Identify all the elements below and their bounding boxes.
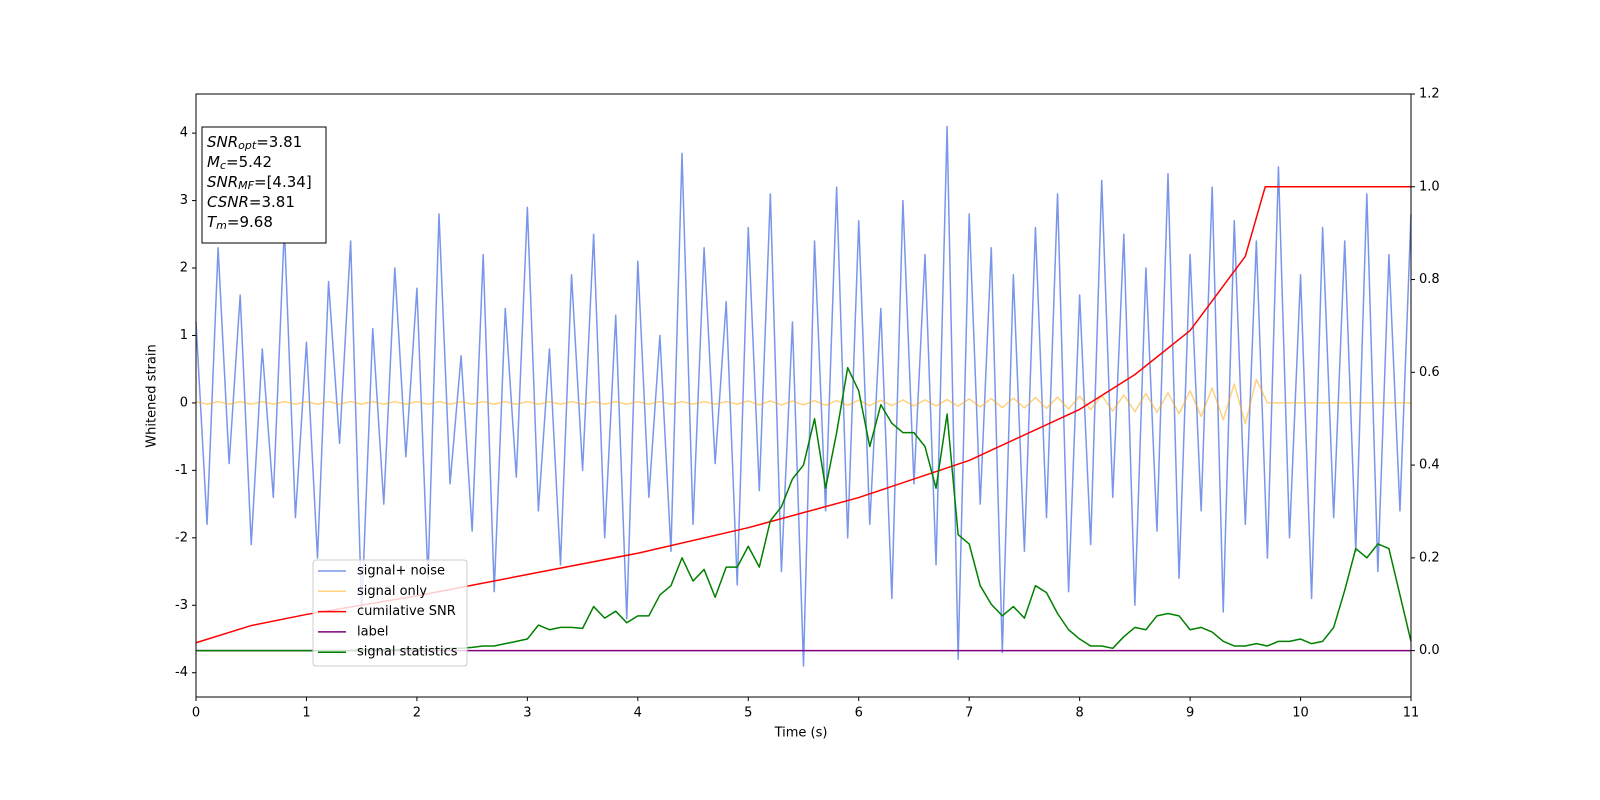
legend-label: cumilative SNR — [357, 604, 456, 619]
annotation-name: CSNR — [207, 193, 249, 211]
x-tick-label: 7 — [965, 706, 973, 721]
y-tick-label: 1 — [180, 328, 188, 343]
annotation-sub: c — [220, 159, 226, 172]
y-tick-label: -4 — [175, 665, 188, 680]
annotation-sub: MF — [238, 179, 254, 192]
x-tick-label: 5 — [744, 706, 752, 721]
annotation: Mc=5.42 — [207, 153, 272, 173]
x-tick-label: 0 — [192, 706, 200, 721]
annotation-name: SNR — [207, 133, 238, 151]
annotation-value: =9.68 — [227, 213, 273, 231]
y2-tick-label: 0.6 — [1419, 365, 1440, 380]
x-tick-label: 1 — [302, 706, 310, 721]
x-tick-label: 4 — [634, 706, 642, 721]
annotation-box — [201, 126, 327, 244]
annotation: Tm=9.68 — [207, 213, 273, 233]
y-tick-label: -3 — [175, 598, 188, 613]
x-tick-label: 3 — [523, 706, 531, 721]
annotation-sub: opt — [238, 139, 257, 152]
legend-label: signal+ noise — [357, 564, 445, 579]
annotation-value: =[4.34] — [254, 173, 312, 191]
y-tick-label: -1 — [175, 463, 188, 478]
annotation: SNRopt=3.81 — [207, 133, 302, 153]
y-tick-label: -2 — [175, 530, 188, 545]
annotation-value: =3.81 — [249, 193, 295, 211]
annotation: SNRMF=[4.34] — [207, 173, 312, 193]
y2-tick-label: 0.8 — [1419, 272, 1440, 287]
x-tick-label: 2 — [413, 706, 421, 721]
legend-box — [312, 559, 468, 667]
y2-tick-label: 0.2 — [1419, 550, 1440, 565]
y-tick-label: 3 — [180, 193, 188, 208]
legend-label: label — [357, 624, 388, 639]
y-tick-label: 2 — [180, 261, 188, 276]
annotation-sub: m — [216, 219, 227, 232]
y2-tick-label: 1.0 — [1419, 179, 1440, 194]
x-axis-label: Time (s) — [774, 726, 828, 741]
x-tick-label: 10 — [1292, 706, 1309, 721]
plot-frame — [195, 93, 1412, 698]
annotation-value: =5.42 — [226, 153, 272, 171]
y2-tick-label: 0.0 — [1419, 643, 1440, 658]
x-tick-label: 6 — [855, 706, 863, 721]
series-line — [195, 378, 1411, 425]
y-tick-label: 4 — [180, 126, 188, 141]
annotation-name: SNR — [207, 173, 238, 191]
legend-label: signal only — [357, 584, 427, 599]
y2-tick-label: 0.4 — [1419, 458, 1440, 473]
y-axis-label: Whitened strain — [145, 344, 160, 447]
annotation-name: M — [207, 153, 220, 171]
y-tick-label: 0 — [180, 395, 188, 410]
legend-label: signal statistics — [357, 645, 458, 660]
annotation-value: =3.81 — [256, 133, 302, 151]
x-tick-label: 11 — [1403, 706, 1420, 721]
series-line — [195, 125, 1412, 667]
x-tick-label: 8 — [1075, 706, 1083, 721]
x-tick-label: 9 — [1186, 706, 1194, 721]
annotation-name: T — [207, 213, 218, 231]
annotation: CSNR=3.81 — [207, 193, 295, 211]
y2-tick-label: 1.2 — [1419, 87, 1440, 102]
